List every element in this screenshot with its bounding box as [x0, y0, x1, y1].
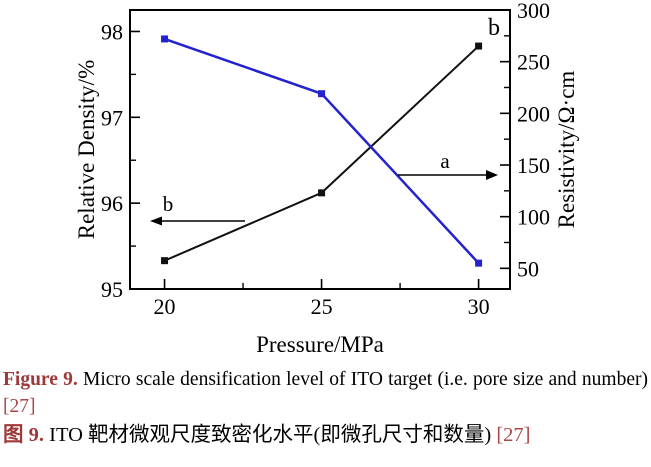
right-axis-tick-label: 100 [517, 205, 550, 230]
arrow-a-head-icon [486, 170, 498, 180]
right-axis-tick-label: 200 [517, 101, 550, 126]
resistivity-line-marker [475, 259, 483, 267]
density-line-marker [475, 42, 483, 50]
caption-english: Figure 9. Micro scale densification leve… [3, 366, 648, 420]
right-axis-tick-label: 150 [517, 153, 550, 178]
figure-caption: Figure 9. Micro scale densification leve… [0, 362, 651, 451]
chart-svg: 20 25 30 95 96 97 98 50 100 150 200 250 300 Pressure/… [74, 0, 579, 357]
annotation-b-label: b [163, 192, 174, 216]
left-axis-tick-label: 97 [101, 105, 123, 130]
plot-frame [129, 9, 511, 290]
x-axis-title: Pressure/MPa [256, 332, 384, 357]
caption-figure-text-zh: ITO 靶材微观尺度致密化水平(即微孔尺寸和数量) [44, 424, 497, 446]
density-line [164, 45, 480, 262]
left-axis-title: Relative Density/% [74, 60, 99, 240]
caption-figure-label-zh: 图 9. [3, 424, 44, 446]
x-axis-tick-label: 30 [468, 294, 490, 319]
left-axis-tick-label: 98 [101, 19, 123, 44]
left-axis-tick-label: 96 [101, 191, 123, 216]
caption-figure-text: Micro scale densification level of ITO t… [77, 369, 648, 390]
x-axis-tick-label: 25 [311, 294, 333, 319]
resistivity-line [164, 37, 480, 265]
density-line-marker [161, 257, 169, 265]
right-axis-title: Resistivity/Ω·cm [554, 71, 579, 229]
annotation-a-label: a [440, 149, 450, 173]
density-line-marker [318, 189, 326, 197]
caption-reference-link-zh[interactable]: [27] [496, 424, 531, 446]
right-axis-tick-label: 300 [517, 0, 550, 23]
caption-figure-label: Figure 9. [3, 369, 78, 390]
resistivity-line-marker [318, 90, 326, 98]
x-axis-tick-label: 20 [154, 294, 176, 319]
arrow-b-head-icon [150, 216, 162, 226]
right-axis-tick-label: 250 [517, 50, 550, 75]
resistivity-line-marker [161, 35, 169, 43]
caption-reference-link[interactable]: [27] [3, 396, 36, 417]
caption-chinese: 图 9. ITO 靶材微观尺度致密化水平(即微孔尺寸和数量) [27] [3, 420, 648, 451]
panel-label: b [488, 15, 500, 41]
left-axis-tick-label: 95 [101, 277, 123, 302]
right-axis-tick-label: 50 [517, 256, 539, 281]
